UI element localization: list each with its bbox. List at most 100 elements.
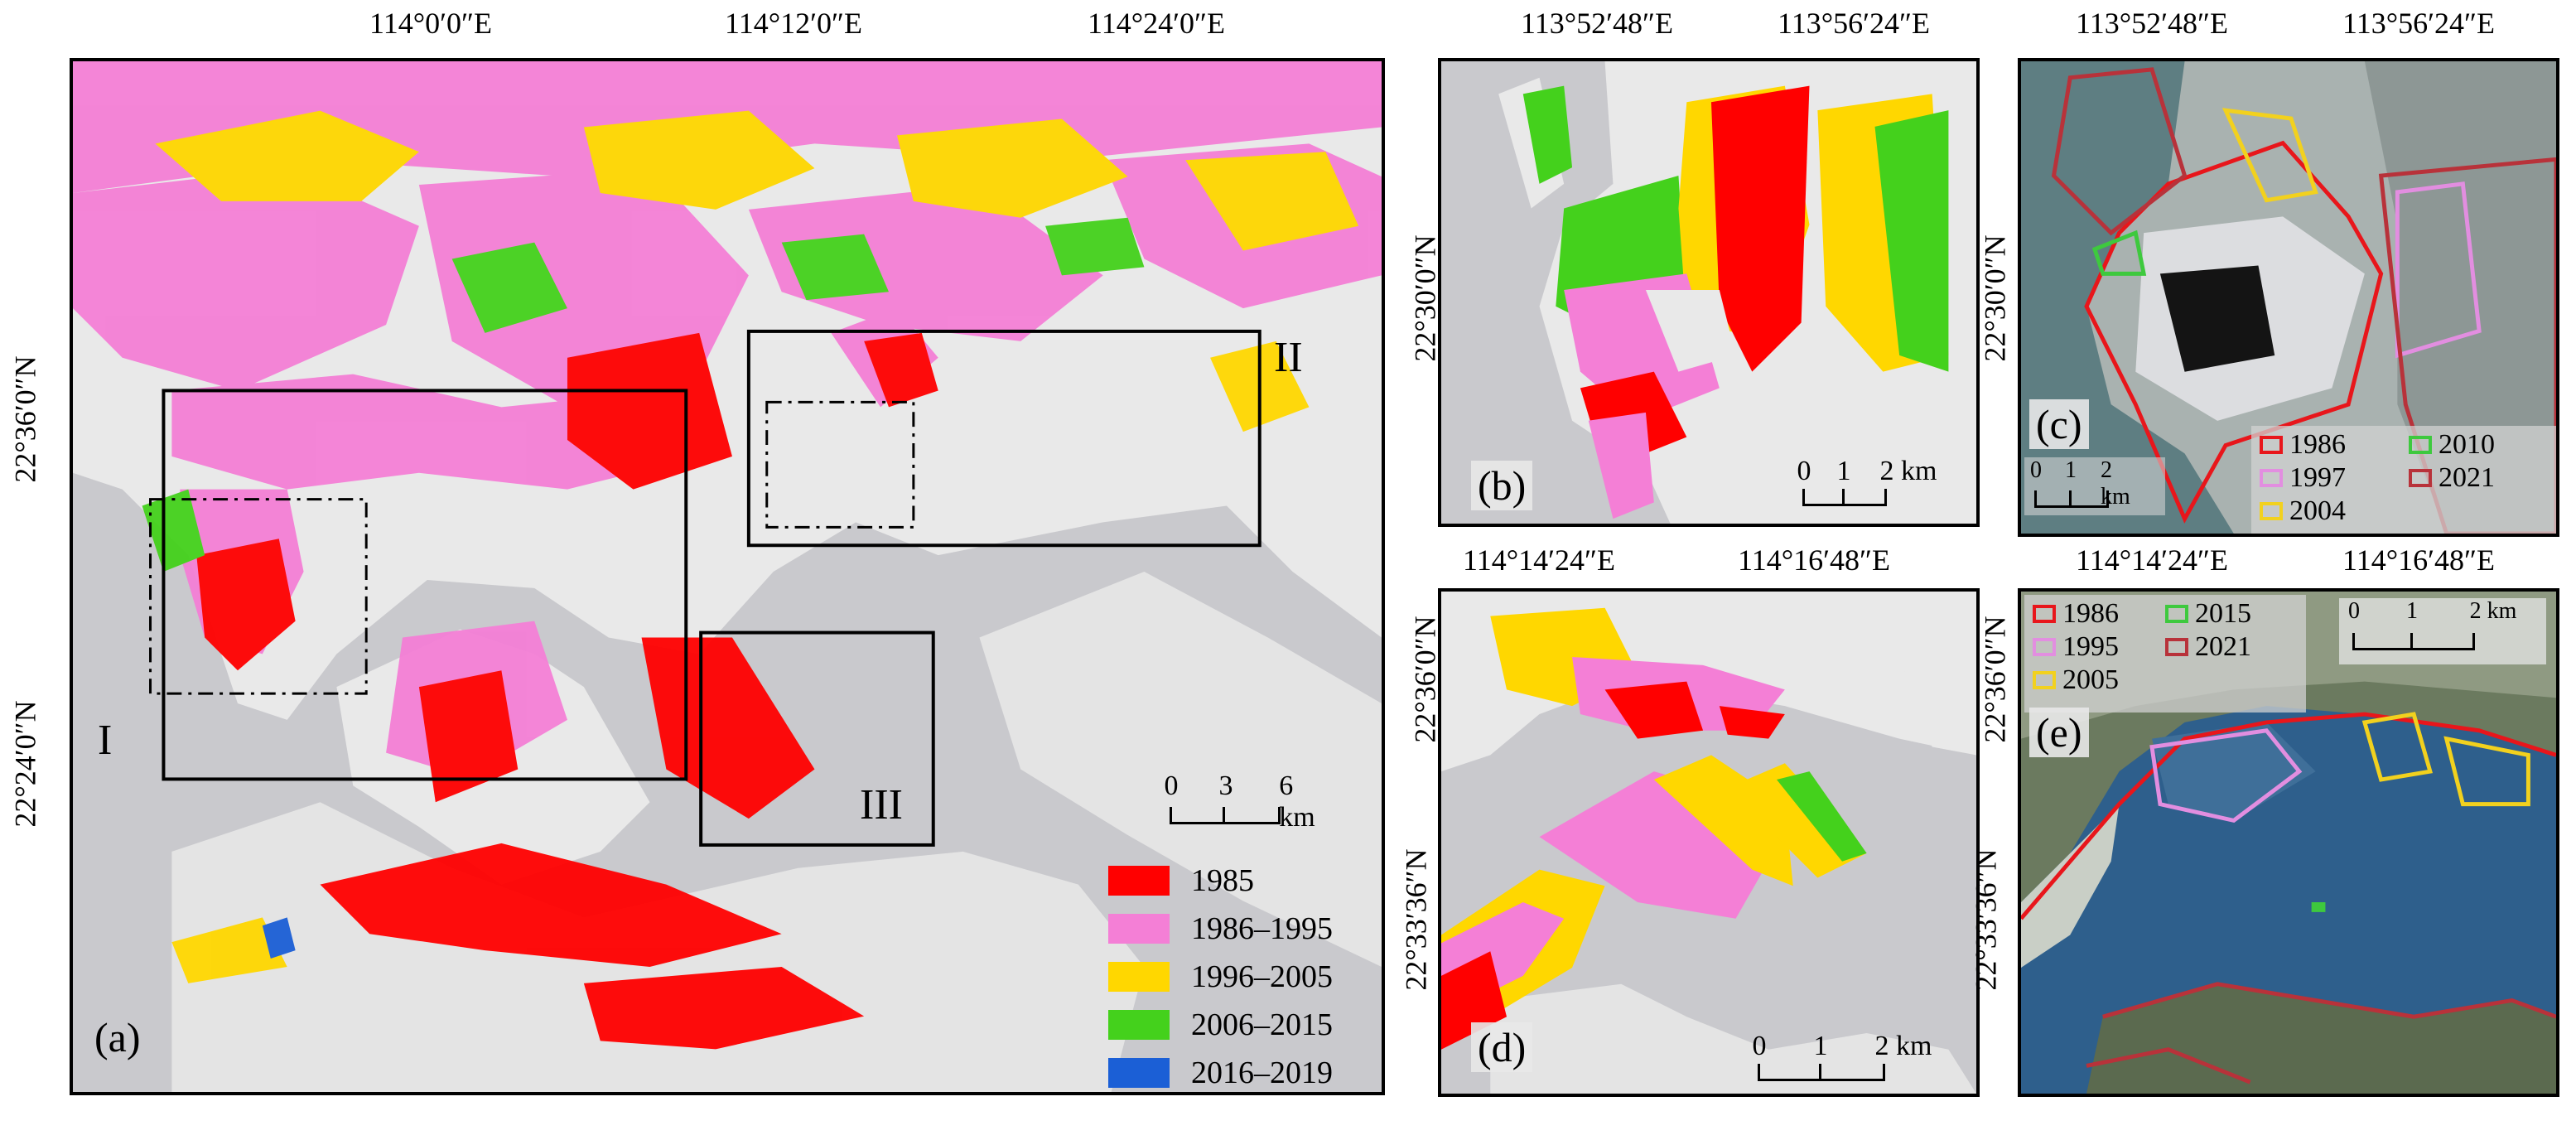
legend-e-2005-label: 2005	[2062, 664, 2119, 695]
legend-c-2010-label: 2010	[2439, 429, 2495, 460]
legend-c-2010: 2010	[2409, 429, 2495, 461]
legend-e-2021-label: 2021	[2195, 631, 2251, 662]
scale-e-label-1: 1	[2406, 598, 2418, 624]
scale-d-label-1: 1	[1813, 1031, 1828, 1061]
panel-d-top-tick-2: 114°16′48″E	[1738, 543, 1890, 577]
panel-c-left-tick-1: 22°30′0″N	[1978, 234, 2012, 362]
roi-label-I: I	[98, 717, 113, 764]
panel-e-map: 1986 2015 1995 2021 2005 0 1 2 km (e)	[2018, 588, 2559, 1097]
scale-c-label-1: 1	[2065, 457, 2077, 483]
scale-c-label-2: 2 km	[2101, 457, 2130, 510]
legend-row-1996-2005: 1996–2005	[1108, 953, 1333, 1001]
legend-c-2021-swatch	[2409, 469, 2432, 487]
legend-label-1985: 1985	[1191, 863, 1254, 898]
panel-c-top-tick-1: 113°52′48″E	[2076, 7, 2228, 40]
panel-d-left-tick-1: 22°36′0″N	[1408, 616, 1442, 743]
panel-b-top-tick-1: 113°52′48″E	[1521, 7, 1673, 40]
legend-row-2016-2019: 2016–2019	[1108, 1049, 1333, 1097]
scale-a-label-1: 3	[1218, 770, 1233, 801]
legend-e-2021-swatch	[2165, 638, 2188, 656]
legend-swatch-1986-1995	[1108, 914, 1170, 944]
legend-e-1986-swatch	[2033, 605, 2056, 623]
panel-a-left-tick-2: 22°24′0″N	[8, 700, 42, 828]
legend-c-2004: 2004	[2260, 495, 2346, 527]
panel-e-top-tick-2: 114°16′48″E	[2342, 543, 2495, 577]
panel-b-map-graphic	[1441, 61, 1976, 524]
panel-a-scale-bar: 0 3 6 km	[1163, 770, 1315, 837]
legend-e-2005-swatch	[2033, 671, 2056, 689]
panel-c-map: (c) 0 1 2 km 1986 2010 1997 2021 2004	[2018, 58, 2559, 537]
panel-e-left-tick-2: 22°33′36″N	[1969, 848, 2003, 991]
panel-a-legend: 1985 1986–1995 1996–2005 2006–2015 2016–…	[1108, 857, 1333, 1097]
legend-label-1996-2005: 1996–2005	[1191, 959, 1333, 994]
legend-e-2015: 2015	[2165, 598, 2251, 630]
legend-row-1986-1995: 1986–1995	[1108, 905, 1333, 953]
scale-d-label-0: 0	[1752, 1031, 1767, 1061]
legend-e-1995-swatch	[2033, 638, 2056, 656]
scale-e-label-2: 2 km	[2469, 598, 2517, 624]
legend-c-2021: 2021	[2409, 462, 2495, 494]
panel-d-label: (d)	[1471, 1022, 1533, 1072]
scale-b-label-1: 1	[1836, 456, 1851, 486]
panel-d-map-graphic	[1441, 592, 1976, 1094]
panel-d-top-tick-1: 114°14′24″E	[1463, 543, 1615, 577]
panel-b-label: (b)	[1471, 461, 1533, 510]
panel-c-map-graphic	[2021, 61, 2556, 534]
scale-b-label-2: 2 km	[1879, 456, 1937, 486]
panel-a-top-tick-1: 114°0′0″E	[369, 7, 492, 40]
legend-c-1986: 1986	[2260, 429, 2346, 461]
panel-a-label: (a)	[94, 1014, 141, 1060]
scale-c-label-0: 0	[2030, 457, 2042, 483]
legend-c-1997-swatch	[2260, 469, 2283, 487]
legend-e-1986: 1986	[2033, 598, 2119, 630]
panel-b-map: (b) 0 1 2 km	[1438, 58, 1980, 527]
panel-d-map: (d) 0 1 2 km	[1438, 588, 1980, 1097]
legend-swatch-2006-2015	[1108, 1010, 1170, 1040]
scale-a-label-2: 6 km	[1279, 770, 1315, 833]
legend-c-2010-swatch	[2409, 436, 2432, 454]
legend-c-2004-swatch	[2260, 502, 2283, 520]
roi-label-III: III	[860, 781, 903, 828]
legend-swatch-1996-2005	[1108, 962, 1170, 992]
panel-b-top-tick-2: 113°56′24″E	[1778, 7, 1930, 40]
legend-row-2006-2015: 2006–2015	[1108, 1001, 1333, 1049]
legend-swatch-1985	[1108, 866, 1170, 896]
legend-label-2016-2019: 2016–2019	[1191, 1055, 1333, 1090]
panel-b-scale-bar: 0 1 2 km	[1792, 456, 1966, 514]
scale-e-label-0: 0	[2348, 598, 2360, 624]
panel-c-label: (c)	[2029, 399, 2089, 449]
panel-e-left-tick-1: 22°36′0″N	[1978, 616, 2012, 743]
legend-e-1995-label: 1995	[2062, 631, 2119, 662]
panel-c-top-tick-2: 113°56′24″E	[2342, 7, 2495, 40]
legend-c-2004-label: 2004	[2289, 495, 2346, 526]
panel-e-label: (e)	[2029, 708, 2089, 757]
legend-label-2006-2015: 2006–2015	[1191, 1007, 1333, 1042]
panel-a-top-tick-3: 114°24′0″E	[1088, 7, 1225, 40]
panel-d-left-tick-2: 22°33′36″N	[1399, 848, 1433, 991]
panel-e-scale-bar: 0 1 2 km	[2339, 598, 2546, 664]
legend-c-2021-label: 2021	[2439, 462, 2495, 493]
panel-c-legend: 1986 2010 1997 2021 2004	[2251, 426, 2556, 534]
legend-e-1986-label: 1986	[2062, 598, 2119, 629]
legend-row-1985: 1985	[1108, 857, 1333, 905]
roi-label-II: II	[1274, 334, 1303, 381]
panel-a-map: I II III (a)	[70, 58, 1385, 1095]
legend-e-1995: 1995	[2033, 631, 2119, 663]
legend-c-1997: 1997	[2260, 462, 2346, 494]
legend-c-1986-label: 1986	[2289, 429, 2346, 460]
scale-d-label-2: 2 km	[1874, 1031, 1932, 1061]
legend-c-1997-label: 1997	[2289, 462, 2346, 493]
panel-d-scale-bar: 0 1 2 km	[1749, 1031, 1965, 1089]
panel-a-map-graphic	[73, 61, 1382, 1092]
legend-e-2005: 2005	[2033, 664, 2119, 696]
legend-c-1986-swatch	[2260, 436, 2283, 454]
legend-e-2015-label: 2015	[2195, 598, 2251, 629]
panel-c-scale-bar: 0 1 2 km	[2024, 457, 2165, 515]
panel-b-left-tick-1: 22°30′0″N	[1408, 234, 1442, 362]
scale-b-label-0: 0	[1797, 456, 1811, 486]
legend-swatch-2016-2019	[1108, 1058, 1170, 1088]
legend-e-2015-swatch	[2165, 605, 2188, 623]
panel-a-top-tick-2: 114°12′0″E	[725, 7, 862, 40]
panel-a-left-tick-1: 22°36′0″N	[8, 355, 42, 483]
legend-e-2021: 2021	[2165, 631, 2251, 663]
